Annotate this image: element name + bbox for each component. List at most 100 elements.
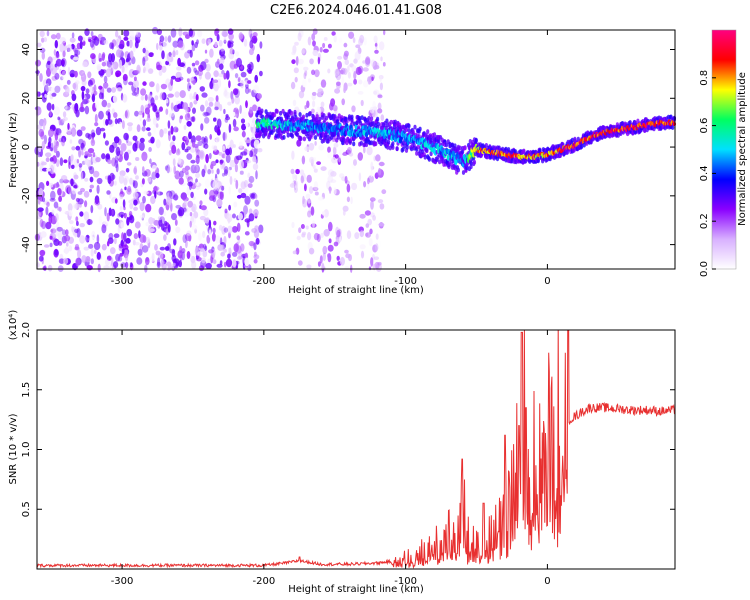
noise-mark bbox=[311, 91, 317, 96]
noise-mark bbox=[224, 166, 229, 174]
noise-mark bbox=[343, 42, 348, 48]
noise-mark bbox=[370, 161, 374, 171]
noise-mark bbox=[46, 114, 49, 123]
noise-mark bbox=[207, 97, 214, 102]
noise-mark bbox=[308, 142, 315, 151]
noise-mark bbox=[106, 85, 112, 95]
noise-mark bbox=[303, 72, 307, 80]
noise-mark bbox=[369, 197, 376, 202]
noise-mark bbox=[252, 104, 258, 112]
noise-mark bbox=[220, 113, 227, 122]
noise-mark bbox=[157, 257, 161, 267]
noise-mark bbox=[206, 106, 212, 116]
noise-mark bbox=[360, 250, 365, 259]
noise-mark bbox=[204, 245, 208, 251]
noise-mark bbox=[155, 112, 160, 121]
noise-mark bbox=[179, 90, 186, 99]
noise-mark bbox=[327, 244, 334, 252]
noise-mark bbox=[57, 116, 60, 121]
noise-mark bbox=[254, 194, 258, 199]
spectrogram-marks bbox=[34, 26, 677, 273]
noise-mark bbox=[292, 250, 297, 255]
noise-mark bbox=[113, 233, 120, 238]
noise-mark bbox=[54, 40, 58, 49]
noise-mark bbox=[244, 86, 250, 95]
noise-mark bbox=[240, 243, 245, 252]
noise-mark bbox=[247, 63, 252, 69]
noise-mark bbox=[93, 241, 101, 251]
noise-mark bbox=[139, 243, 144, 251]
noise-mark bbox=[208, 101, 214, 107]
noise-mark bbox=[215, 60, 220, 67]
noise-mark bbox=[319, 238, 325, 247]
noise-mark bbox=[227, 101, 232, 106]
noise-mark bbox=[214, 41, 218, 48]
noise-mark bbox=[93, 170, 100, 178]
noise-mark bbox=[257, 148, 263, 153]
noise-mark bbox=[190, 116, 195, 122]
noise-mark bbox=[91, 93, 96, 103]
noise-mark bbox=[350, 196, 353, 205]
noise-mark bbox=[335, 73, 339, 78]
noise-mark bbox=[98, 92, 104, 100]
noise-mark bbox=[91, 95, 94, 101]
noise-mark bbox=[224, 91, 231, 99]
noise-mark bbox=[213, 220, 217, 226]
noise-mark bbox=[185, 239, 188, 249]
noise-mark bbox=[125, 168, 130, 173]
noise-mark bbox=[345, 180, 350, 185]
noise-mark bbox=[126, 216, 130, 226]
noise-mark bbox=[66, 79, 71, 85]
spectrogram-y-axis-label: Frequency (Hz) bbox=[8, 112, 19, 188]
noise-mark bbox=[197, 70, 203, 76]
noise-mark bbox=[228, 168, 231, 178]
noise-mark bbox=[121, 120, 125, 130]
noise-mark bbox=[174, 170, 181, 180]
noise-mark bbox=[328, 186, 332, 192]
noise-mark bbox=[346, 183, 351, 193]
noise-mark bbox=[75, 216, 79, 222]
noise-mark bbox=[357, 47, 362, 55]
noise-mark bbox=[165, 60, 170, 66]
noise-mark bbox=[212, 180, 219, 190]
noise-mark bbox=[238, 141, 243, 149]
noise-mark bbox=[202, 142, 206, 148]
noise-mark bbox=[144, 107, 150, 115]
noise-mark bbox=[115, 253, 121, 262]
noise-mark bbox=[150, 195, 156, 205]
noise-mark bbox=[374, 49, 379, 54]
noise-mark bbox=[246, 67, 253, 73]
noise-mark bbox=[337, 55, 343, 60]
noise-mark bbox=[250, 193, 256, 200]
noise-mark bbox=[313, 181, 319, 191]
noise-mark bbox=[49, 182, 54, 188]
trace-halo-mark bbox=[423, 154, 427, 160]
noise-mark bbox=[127, 125, 133, 132]
noise-mark bbox=[139, 201, 145, 212]
noise-mark bbox=[370, 170, 373, 177]
noise-mark bbox=[302, 78, 307, 88]
noise-mark bbox=[187, 200, 193, 208]
spectrogram-frame bbox=[36, 29, 676, 270]
noise-mark bbox=[378, 161, 385, 167]
noise-mark bbox=[375, 233, 379, 240]
noise-mark bbox=[218, 40, 223, 47]
noise-mark bbox=[236, 235, 241, 241]
noise-mark bbox=[161, 223, 165, 231]
noise-mark bbox=[301, 155, 306, 165]
noise-mark bbox=[294, 76, 298, 83]
noise-mark bbox=[341, 98, 346, 106]
noise-mark bbox=[383, 29, 386, 36]
noise-mark bbox=[91, 132, 96, 138]
noise-mark bbox=[77, 191, 83, 195]
y-tick-label: 1.5 bbox=[21, 382, 32, 398]
noise-mark bbox=[168, 51, 172, 57]
noise-mark bbox=[216, 118, 222, 129]
noise-mark bbox=[131, 91, 138, 96]
noise-mark bbox=[236, 194, 242, 199]
noise-mark bbox=[41, 140, 46, 149]
noise-mark bbox=[161, 92, 167, 101]
noise-mark bbox=[161, 50, 165, 60]
noise-mark bbox=[203, 112, 210, 116]
trace-halo-mark bbox=[643, 128, 647, 134]
